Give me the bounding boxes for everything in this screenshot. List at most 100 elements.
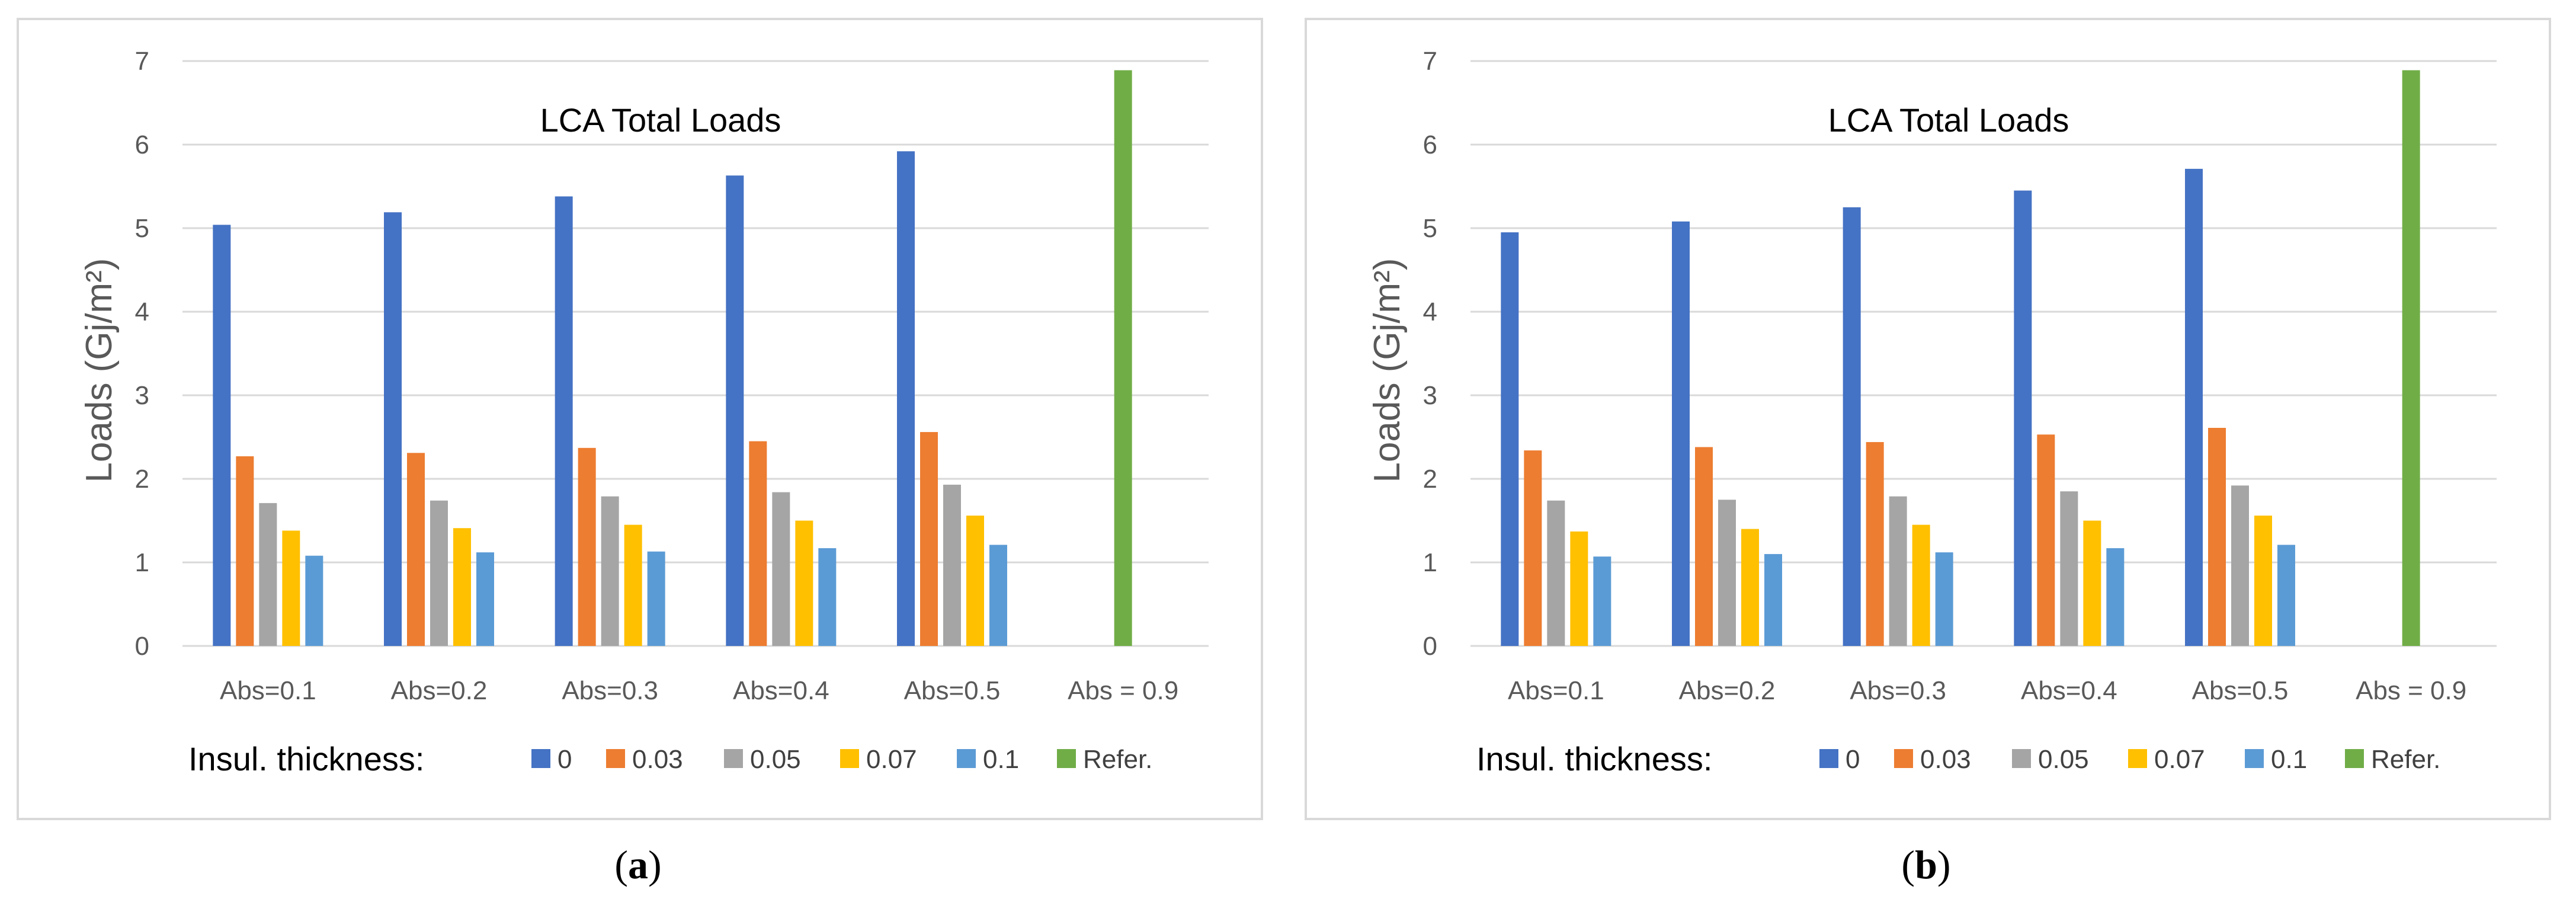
- bar-0.1-Abs=0.2: [476, 552, 494, 646]
- legend-swatch: [724, 749, 743, 768]
- legend-swatch: [2128, 749, 2147, 768]
- bar-0-Abs=0.3: [1843, 207, 1861, 646]
- bar-0.05-Abs=0.5: [2231, 485, 2249, 646]
- chart-panel-a: 0 1 2 3 4 5 6 7 Abs=0.1 Abs=0.2 Abs=0.3 Abs=0.4 Abs=…: [17, 18, 1263, 887]
- y-tick-label: 6: [135, 130, 149, 159]
- bar-0.03-Abs=0.5: [920, 432, 938, 646]
- legend-swatch: [1819, 749, 1838, 768]
- bar-0.07-Abs=0.5: [2254, 516, 2272, 646]
- y-tick-label: 4: [135, 297, 149, 327]
- bar-0.07-Abs=0.3: [624, 524, 642, 646]
- bar-0.07-Abs=0.1: [282, 530, 300, 646]
- bar-0-Abs=0.3: [555, 196, 573, 646]
- chart-title: LCA Total Loads: [1828, 101, 2069, 139]
- bar-0.05-Abs=0.5: [943, 484, 961, 646]
- panel-caption: (a): [614, 842, 661, 887]
- y-tick-label: 7: [1423, 47, 1437, 76]
- chart-title: LCA Total Loads: [540, 101, 781, 139]
- legend-label: Refer.: [2371, 745, 2440, 774]
- x-tick-label: Abs=0.3: [1850, 676, 1946, 705]
- panel-caption: (b): [1901, 842, 1950, 887]
- bar-0-Abs=0.2: [1672, 221, 1690, 647]
- x-tick-label: Abs = 0.9: [2356, 676, 2466, 705]
- legend-swatch: [2345, 749, 2364, 768]
- x-tick-label: Abs=0.1: [1508, 676, 1604, 705]
- bar-0.03-Abs=0.5: [2208, 427, 2226, 646]
- legend-label: 0.1: [983, 745, 1019, 774]
- legend-label: 0.07: [866, 745, 917, 774]
- bar-0-Abs=0.1: [1501, 232, 1519, 646]
- x-tick-label: Abs=0.5: [904, 676, 1001, 705]
- x-tick-label: Abs=0.3: [562, 676, 658, 705]
- bar-0.1-Abs=0.5: [989, 545, 1007, 646]
- bar-0.07-Abs=0.5: [966, 516, 984, 646]
- bar-0-Abs=0.1: [213, 225, 231, 646]
- x-tick-label: Abs=0.2: [391, 676, 488, 705]
- x-tick-label: Abs=0.5: [2192, 676, 2289, 705]
- legend-label: 0.05: [2038, 745, 2089, 774]
- y-tick-label: 0: [1423, 632, 1437, 661]
- chart-svg-b: 0 1 2 3 4 5 6 7 Abs=0.1 Abs=0.2 Abs=0.3 Abs=0.4 Abs=…: [1305, 18, 2551, 887]
- y-axis-label: Loads (Gj/m²): [79, 258, 120, 483]
- x-tick-label: Abs = 0.9: [1068, 676, 1178, 705]
- bar-0.07-Abs=0.4: [2083, 520, 2101, 646]
- bar-0.05-Abs=0.4: [772, 492, 790, 646]
- y-tick-label: 6: [1423, 130, 1437, 159]
- y-tick-label: 0: [135, 632, 149, 661]
- x-tick-label: Abs=0.2: [1679, 676, 1776, 705]
- bar-0.05-Abs=0.3: [1889, 496, 1907, 646]
- bar-0.1-Abs=0.3: [1935, 552, 1953, 646]
- legend-swatch: [1057, 749, 1076, 768]
- bar-0.03-Abs=0.1: [1524, 450, 1542, 646]
- y-tick-label: 3: [135, 381, 149, 410]
- bar-0.03-Abs=0.2: [1695, 447, 1713, 646]
- y-tick-label: 3: [1423, 381, 1437, 410]
- legend-swatch: [531, 749, 550, 768]
- bar-0.1-Abs=0.5: [2277, 545, 2295, 646]
- legend-swatch: [2245, 749, 2264, 768]
- legend-label: 0: [558, 745, 572, 774]
- legend-label: 0.03: [632, 745, 683, 774]
- y-tick-label: 2: [1423, 465, 1437, 494]
- bar-0.05-Abs=0.4: [2060, 491, 2078, 646]
- y-tick-label: 1: [135, 548, 149, 577]
- x-tick-label: Abs=0.4: [733, 676, 829, 705]
- bar-0.05-Abs=0.2: [1718, 500, 1736, 646]
- bar-0.1-Abs=0.3: [647, 551, 665, 646]
- x-tick-label: Abs=0.4: [2021, 676, 2117, 705]
- bar-0.1-Abs=0.1: [305, 555, 323, 646]
- y-tick-label: 5: [1423, 214, 1437, 243]
- bar-0.03-Abs=0.1: [236, 456, 254, 646]
- legend-label: 0.07: [2154, 745, 2205, 774]
- y-tick-label: 1: [1423, 548, 1437, 577]
- chart-svg-a: 0 1 2 3 4 5 6 7 Abs=0.1 Abs=0.2 Abs=0.3 Abs=0.4 Abs=…: [17, 18, 1263, 887]
- bar-0.1-Abs=0.4: [2106, 548, 2125, 646]
- legend-title: Insul. thickness:: [188, 740, 424, 778]
- bar-0-Abs=0.5: [2185, 168, 2203, 646]
- bar-0.03-Abs=0.4: [749, 441, 767, 646]
- legend-label: Refer.: [1083, 745, 1152, 774]
- bar-0.03-Abs=0.2: [407, 453, 425, 646]
- y-tick-label: 2: [135, 465, 149, 494]
- bar-Refer.-Abs=0.9: [2402, 70, 2420, 646]
- bar-0.07-Abs=0.2: [1741, 529, 1759, 646]
- bar-0.05-Abs=0.2: [430, 500, 448, 646]
- bar-0.03-Abs=0.4: [2037, 434, 2055, 646]
- legend-swatch: [1894, 749, 1913, 768]
- legend-swatch: [840, 749, 859, 768]
- bar-0.03-Abs=0.3: [1866, 441, 1884, 646]
- y-tick-label: 4: [1423, 297, 1437, 327]
- bar-0.05-Abs=0.1: [259, 503, 277, 646]
- legend-swatch: [606, 749, 625, 768]
- legend-label: 0: [1846, 745, 1860, 774]
- bar-0.05-Abs=0.3: [601, 496, 619, 646]
- bar-0-Abs=0.4: [2014, 190, 2032, 646]
- legend-title: Insul. thickness:: [1476, 740, 1712, 778]
- panel-label: a: [628, 842, 648, 887]
- bar-0.05-Abs=0.1: [1547, 500, 1565, 646]
- chart-panel-b: 0 1 2 3 4 5 6 7 Abs=0.1 Abs=0.2 Abs=0.3 Abs=0.4 Abs=…: [1288, 0, 2576, 915]
- bar-0.03-Abs=0.3: [578, 447, 596, 646]
- panel-label: b: [1915, 842, 1937, 887]
- bar-0-Abs=0.4: [726, 175, 744, 646]
- bar-0.07-Abs=0.2: [453, 528, 471, 646]
